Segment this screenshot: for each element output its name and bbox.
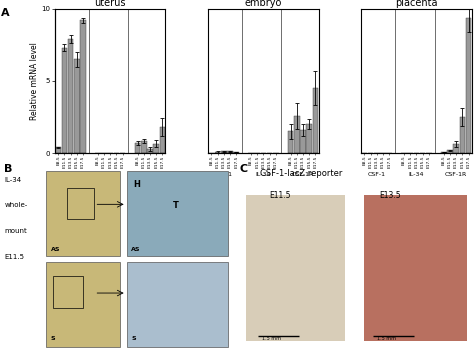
Title: uterus: uterus <box>94 0 126 8</box>
Bar <box>53 276 83 308</box>
Bar <box>364 195 467 341</box>
Bar <box>441 152 447 153</box>
Text: CSF-1-lacZ reporter: CSF-1-lacZ reporter <box>260 169 342 178</box>
Bar <box>135 143 140 153</box>
Text: 1.5 mm: 1.5 mm <box>262 336 281 341</box>
Bar <box>46 171 119 256</box>
Bar <box>141 141 146 153</box>
Text: AS: AS <box>131 247 141 252</box>
Bar <box>68 39 73 153</box>
Bar <box>127 171 228 256</box>
Text: mount: mount <box>5 228 27 234</box>
Text: AS: AS <box>51 247 60 252</box>
Text: S: S <box>131 336 136 341</box>
Bar <box>459 117 465 153</box>
Bar <box>67 188 94 219</box>
Text: C: C <box>239 164 247 174</box>
Bar <box>215 152 220 153</box>
Bar <box>55 147 61 153</box>
Text: whole-: whole- <box>5 202 28 208</box>
Bar <box>453 144 459 153</box>
Text: E11.5: E11.5 <box>269 191 291 200</box>
Bar <box>62 48 67 153</box>
Text: E11.5: E11.5 <box>5 254 25 260</box>
Text: H: H <box>134 180 140 189</box>
Bar <box>294 115 300 153</box>
Title: embryo: embryo <box>245 0 282 8</box>
Bar <box>300 130 306 153</box>
Bar <box>233 152 239 153</box>
Y-axis label: Relative mRNA level: Relative mRNA level <box>29 42 38 120</box>
Bar <box>466 18 471 153</box>
Bar <box>127 262 228 347</box>
Bar <box>160 127 165 153</box>
Bar <box>306 124 312 153</box>
Bar <box>153 144 159 153</box>
Bar <box>288 132 293 153</box>
Bar <box>246 195 345 341</box>
Bar <box>74 59 80 153</box>
Text: A: A <box>1 8 10 18</box>
Bar <box>227 151 233 153</box>
Text: B: B <box>4 164 12 174</box>
Bar <box>46 262 119 347</box>
Text: S: S <box>51 336 55 341</box>
Text: IL-34: IL-34 <box>5 177 22 183</box>
Bar <box>221 151 227 153</box>
Text: 1.5 mm: 1.5 mm <box>377 336 396 341</box>
Bar <box>447 150 453 153</box>
Bar <box>147 149 153 153</box>
Bar <box>313 88 318 153</box>
Text: E13.5: E13.5 <box>380 191 401 200</box>
Title: placenta: placenta <box>395 0 438 8</box>
Bar <box>80 20 86 153</box>
Text: T: T <box>173 201 179 210</box>
